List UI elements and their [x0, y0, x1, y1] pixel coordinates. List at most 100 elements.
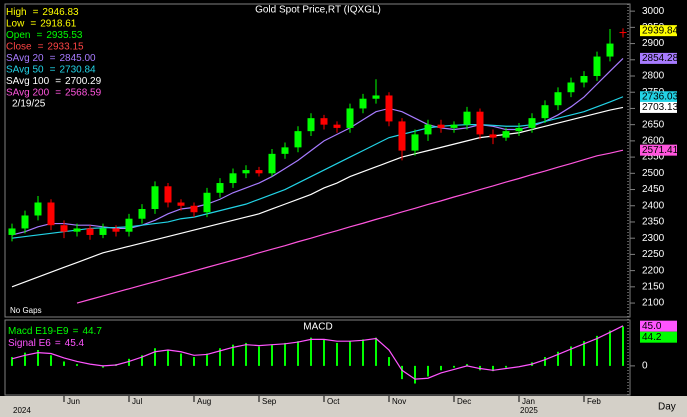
macd-bar — [50, 355, 52, 366]
macd-bar — [128, 358, 130, 366]
readout-value: 44.7 — [82, 326, 102, 337]
candle-body — [398, 121, 406, 151]
readout-value: 2730.84 — [59, 64, 96, 75]
price-tag-bg — [640, 101, 677, 113]
price-tag-bg — [640, 331, 677, 343]
x-tick-label: Jan — [522, 397, 535, 406]
x-tick-label: Sep — [262, 397, 277, 406]
readout: Low = 2918.61 — [6, 18, 77, 29]
macd-bar — [141, 355, 143, 366]
price-tag-bg — [640, 91, 677, 103]
candle-body — [450, 124, 458, 128]
macd-bar — [271, 344, 273, 366]
macd-bar — [414, 365, 416, 384]
readout-sep: = — [55, 76, 61, 87]
candle-body — [346, 108, 354, 128]
candle-body — [242, 170, 250, 174]
candle-body — [580, 76, 588, 83]
macd-bar — [76, 364, 78, 366]
candle-body — [34, 202, 42, 216]
macd-bar — [492, 365, 494, 372]
readout-sep: = — [33, 7, 39, 18]
y-tick-label: 2550 — [642, 152, 665, 163]
macd-bar — [440, 365, 442, 371]
macd-bar — [245, 342, 247, 366]
candle-body — [73, 228, 81, 232]
x-tick-label: Nov — [392, 397, 406, 406]
price-tag: 2939.84 — [642, 25, 679, 36]
candle-body — [372, 95, 380, 99]
price-tag: 2703.13 — [642, 102, 679, 113]
candle-body — [47, 202, 55, 226]
readout-sep: = — [50, 64, 56, 75]
candle-body — [463, 111, 471, 125]
macd-bar — [349, 341, 351, 366]
macd-bar — [154, 348, 156, 366]
y-tick-label: 2200 — [642, 265, 665, 276]
x-tick-label: Oct — [327, 397, 340, 406]
readout-value: 2933.15 — [47, 41, 84, 52]
x-tick-label: Jul — [132, 397, 142, 406]
candle-body — [216, 183, 224, 193]
price-tag-bg — [640, 52, 677, 64]
price-panel — [4, 3, 631, 318]
candle-body — [164, 186, 172, 203]
y-tick-label: 2650 — [642, 119, 665, 130]
macd-bar — [427, 365, 429, 377]
macd-bar — [375, 337, 377, 366]
candle-body — [138, 208, 146, 219]
candle-body — [151, 186, 159, 209]
macd-bar — [466, 364, 468, 366]
macd-bar — [102, 365, 104, 368]
candle-body — [21, 215, 29, 229]
macd-title: MACD — [303, 322, 332, 333]
readout-name: SAvg 200 — [6, 87, 50, 98]
macd-bar — [453, 365, 455, 368]
x-tick-label: Jun — [67, 397, 80, 406]
macd-bar — [284, 342, 286, 366]
y-tick-label: 2250 — [642, 249, 665, 260]
readout: SAvg 100 = 2700.29 — [6, 76, 102, 87]
candle-body — [333, 124, 341, 128]
candle-body — [8, 228, 16, 235]
x-tick-label: Feb — [587, 397, 601, 406]
readout-sep: = — [36, 30, 42, 41]
readout-value: 2700.29 — [65, 76, 102, 87]
macd-bar — [24, 352, 26, 366]
macd-bar — [388, 357, 390, 366]
readout-name: SAvg 50 — [6, 64, 44, 75]
candle-body — [307, 118, 315, 132]
candle-body — [476, 111, 484, 135]
candle-body — [619, 32, 627, 34]
macd-bar — [505, 365, 507, 368]
readout-name: Open — [6, 30, 30, 41]
y-tick-label: 0 — [642, 361, 648, 372]
candle-body — [541, 105, 549, 119]
readout-value: 2568.59 — [65, 87, 102, 98]
macd-bar — [310, 337, 312, 366]
candle-body — [502, 131, 510, 138]
macd-readout: Macd E19-E9 = 44.7 — [8, 326, 102, 337]
macd-readout: Signal E6 = 45.4 — [8, 338, 85, 349]
macd-bar — [596, 335, 598, 366]
candle-body — [528, 118, 536, 128]
macd-bar — [232, 344, 234, 366]
candle-body — [86, 228, 94, 235]
readout-value: 2946.83 — [42, 7, 79, 18]
readout-name: Low — [6, 18, 25, 29]
macd-bar — [336, 342, 338, 366]
readout: SAvg 200 = 2568.59 — [6, 87, 102, 98]
readout-name: High — [6, 7, 27, 18]
x-unit: Day — [658, 402, 676, 413]
candle-body — [125, 218, 133, 232]
series-line — [76, 149, 624, 304]
price-tag: 2571.41 — [642, 145, 679, 156]
x-axis-strip — [0, 396, 687, 417]
candle-body — [411, 134, 419, 151]
readout: SAvg 50 = 2730.84 — [6, 64, 96, 75]
price-tag: 2736.03 — [642, 91, 679, 102]
readout-sep: = — [55, 87, 61, 98]
macd-bar — [180, 353, 182, 366]
macd-bar — [362, 339, 364, 366]
